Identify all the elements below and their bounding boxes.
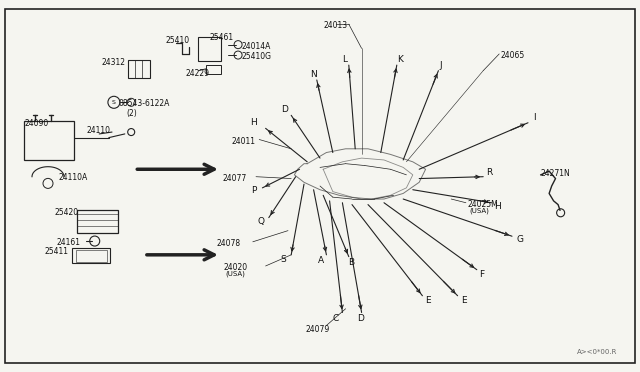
Text: K: K bbox=[397, 55, 403, 64]
Bar bbox=[128, 60, 150, 78]
Text: S: S bbox=[281, 255, 286, 264]
Text: 25420: 25420 bbox=[54, 208, 79, 217]
Text: D: D bbox=[282, 105, 288, 114]
Text: 24025M: 24025M bbox=[467, 200, 498, 209]
Text: 25411: 25411 bbox=[45, 247, 69, 256]
Text: 24271N: 24271N bbox=[541, 169, 570, 178]
Text: B: B bbox=[348, 258, 354, 267]
Text: 24079: 24079 bbox=[306, 325, 330, 334]
Text: 24014A: 24014A bbox=[242, 42, 271, 51]
Text: (USA): (USA) bbox=[225, 271, 245, 277]
Text: H: H bbox=[250, 118, 257, 127]
Text: S: S bbox=[112, 100, 116, 105]
Text: C: C bbox=[333, 314, 339, 323]
Text: I: I bbox=[533, 113, 536, 122]
Text: 24065: 24065 bbox=[500, 51, 525, 60]
Text: J: J bbox=[439, 61, 442, 70]
Text: 25410: 25410 bbox=[165, 36, 189, 45]
Text: 24013: 24013 bbox=[323, 21, 348, 30]
Text: A: A bbox=[318, 256, 324, 265]
Text: 24312: 24312 bbox=[101, 58, 125, 67]
Text: 24110A: 24110A bbox=[59, 173, 88, 182]
Bar bbox=[72, 248, 110, 263]
Text: N: N bbox=[310, 70, 317, 79]
Bar bbox=[206, 65, 221, 74]
Text: 25410G: 25410G bbox=[242, 52, 272, 61]
Bar bbox=[198, 37, 221, 61]
Bar bbox=[24, 121, 74, 160]
Text: H: H bbox=[495, 202, 501, 211]
Bar bbox=[76, 250, 107, 262]
Text: 24077: 24077 bbox=[222, 174, 246, 183]
Text: R: R bbox=[486, 169, 493, 177]
Text: 24229: 24229 bbox=[186, 69, 210, 78]
Text: 24020: 24020 bbox=[224, 263, 248, 272]
Text: F: F bbox=[479, 270, 484, 279]
Text: 25461: 25461 bbox=[210, 33, 234, 42]
Text: P: P bbox=[251, 186, 256, 195]
Text: (USA): (USA) bbox=[469, 208, 489, 214]
Text: L: L bbox=[342, 55, 347, 64]
Text: E: E bbox=[461, 296, 467, 305]
Bar bbox=[77, 210, 118, 232]
Text: G: G bbox=[516, 235, 523, 244]
Text: 08543-6122A: 08543-6122A bbox=[118, 99, 170, 108]
Text: 24011: 24011 bbox=[232, 137, 256, 146]
Text: 24110: 24110 bbox=[86, 126, 111, 135]
Text: 24078: 24078 bbox=[216, 239, 241, 248]
Text: 24161: 24161 bbox=[56, 238, 81, 247]
Text: (2): (2) bbox=[127, 109, 138, 118]
Text: Q: Q bbox=[258, 217, 264, 226]
Text: E: E bbox=[425, 296, 430, 305]
Text: A><0*00.R: A><0*00.R bbox=[577, 349, 618, 355]
Text: 24090: 24090 bbox=[24, 119, 49, 128]
Text: D: D bbox=[357, 314, 364, 323]
